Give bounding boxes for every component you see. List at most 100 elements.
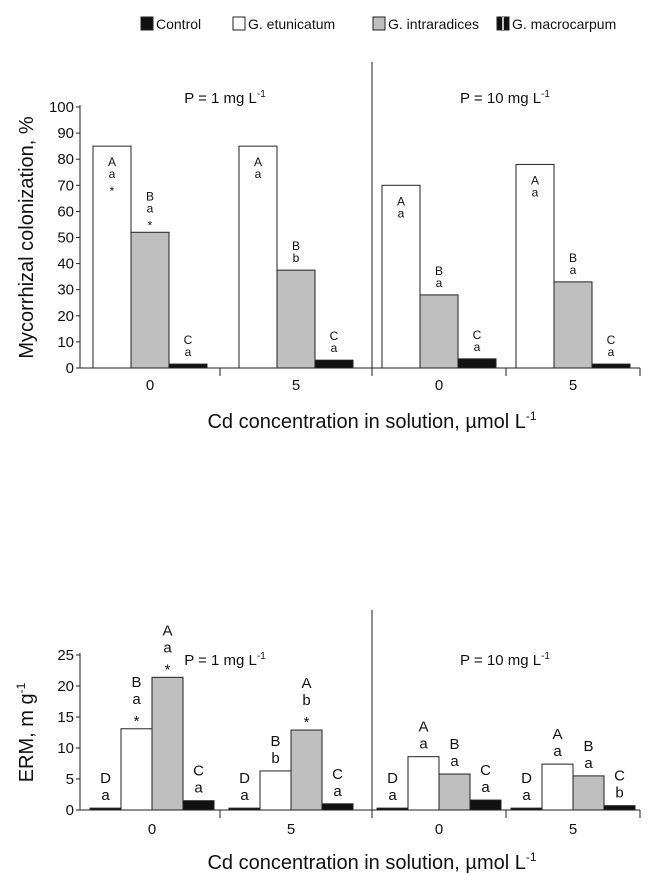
bar-annotation: A [418,719,428,736]
bar-annotation: a [419,736,428,753]
panel-label: P = 1 mg L-1 [184,651,266,669]
bar-g-etunicatum [541,763,574,811]
legend-label-g-macrocarpum: G. macrocarpum [512,16,616,32]
x-axis-label: Cd concentration in solution, µmol L-1 [207,850,536,874]
bar-annotation: b [615,785,623,802]
bar-g-macrocarpum [457,358,497,369]
y-axis-label: ERM, m g-1 [14,682,38,782]
x-tick-label: 0 [435,377,443,394]
bar-annotation: B [146,189,154,203]
bar-annotation: A [162,622,172,639]
bar-annotation: a [331,341,338,355]
bar-annotation: a [398,206,405,220]
bar-annotation: C [614,768,625,785]
y-tick-label: 40 [57,256,74,273]
y-tick-label: 5 [66,771,74,788]
x-tick-label: 5 [569,821,577,838]
bar-annotation: a [147,201,154,215]
bar-annotation: A [552,726,562,743]
bar-annotation: b [302,692,310,709]
bar-annotation: C [330,329,339,343]
y-tick-label: 0 [66,360,74,377]
bar-annotation: B [270,733,280,750]
legend-item-g-macrocarpum: G. macrocarpum [496,16,616,32]
bar-annotation: a [584,755,593,772]
bar-annotation: a [194,780,203,797]
panel-label: P = 10 mg L-1 [460,651,550,669]
bar-g-macrocarpum [603,805,636,811]
bar-g-macrocarpum [314,359,354,369]
bar-g-intraradices [130,231,170,369]
bar-annotation: B [435,264,443,278]
y-tick-label: 0 [66,802,74,819]
bar-g-macrocarpum [182,800,215,811]
y-tick-label: 100 [49,99,74,116]
y-axis-label: Mycorrhizal colonization, % [16,116,38,359]
panel-label: P = 10 mg L-1 [460,89,550,107]
legend-item-g-intraradices: G. intraradices [372,16,479,32]
bar-annotation: a [436,276,443,290]
y-tick-label: 70 [57,177,74,194]
bar-annotation: a [522,787,531,804]
bar-annotation: a [481,779,490,796]
bar-annotation: b [293,251,300,265]
bar-annotation: B [449,736,459,753]
bar-annotation: a [388,787,397,804]
bar-g-macrocarpum [469,799,502,811]
bar-control [228,807,261,811]
bar-annotation: a [240,787,249,804]
bar-annotation: a [101,787,110,804]
bar-annotation: C [473,328,482,342]
bar-g-etunicatum [259,770,292,811]
bar-g-etunicatum [515,163,555,369]
panel-label: P = 1 mg L-1 [184,89,266,107]
bar-g-intraradices [438,773,471,811]
y-tick-label: 80 [57,151,74,168]
bar-g-etunicatum [381,184,421,369]
bar-annotation: B [292,239,300,253]
bar-control [510,807,543,811]
y-tick-label: 10 [57,740,74,757]
y-tick-label: 30 [57,282,74,299]
bar-annotation: A [301,675,311,692]
bar-g-etunicatum [238,145,278,369]
x-tick-label: 5 [569,377,577,394]
bar-annotation: a [333,783,342,800]
bar-annotation: * [148,218,153,232]
bar-annotation: b [271,750,279,767]
bar-annotation: B [583,738,593,755]
bar-annotation: A [397,194,405,208]
bar-g-intraradices [419,294,459,369]
bar-annotation: C [193,763,204,780]
bar-g-etunicatum [407,756,440,811]
bar-annotation: C [480,762,491,779]
y-tick-label: 90 [57,125,74,142]
x-tick-label: 0 [435,821,443,838]
bar-annotation: B [131,674,141,691]
bar-annotation: D [100,770,111,787]
bar-g-intraradices [572,775,605,811]
x-axis-label: Cd concentration in solution, µmol L-1 [207,409,536,433]
bar-annotation: a [553,743,562,760]
bar-control [376,807,409,811]
bar-control [89,807,122,811]
legend-swatch-control [140,16,154,31]
y-tick-label: 20 [57,678,74,695]
bar-annotation: a [109,167,116,181]
bar-g-etunicatum [92,145,132,369]
bar-annotation: C [607,333,616,347]
y-tick-label: 25 [57,647,74,664]
bar-annotation: a [608,345,615,359]
bar-annotation: D [239,770,250,787]
bar-annotation: * [110,184,115,198]
legend-label-control: Control [156,16,201,32]
bar-annotation: B [569,251,577,265]
bar-annotation: a [163,639,172,656]
y-tick-label: 50 [57,230,74,247]
y-tick-label: 60 [57,203,74,220]
x-tick-label: 0 [146,377,154,394]
bar-g-intraradices [290,729,323,811]
